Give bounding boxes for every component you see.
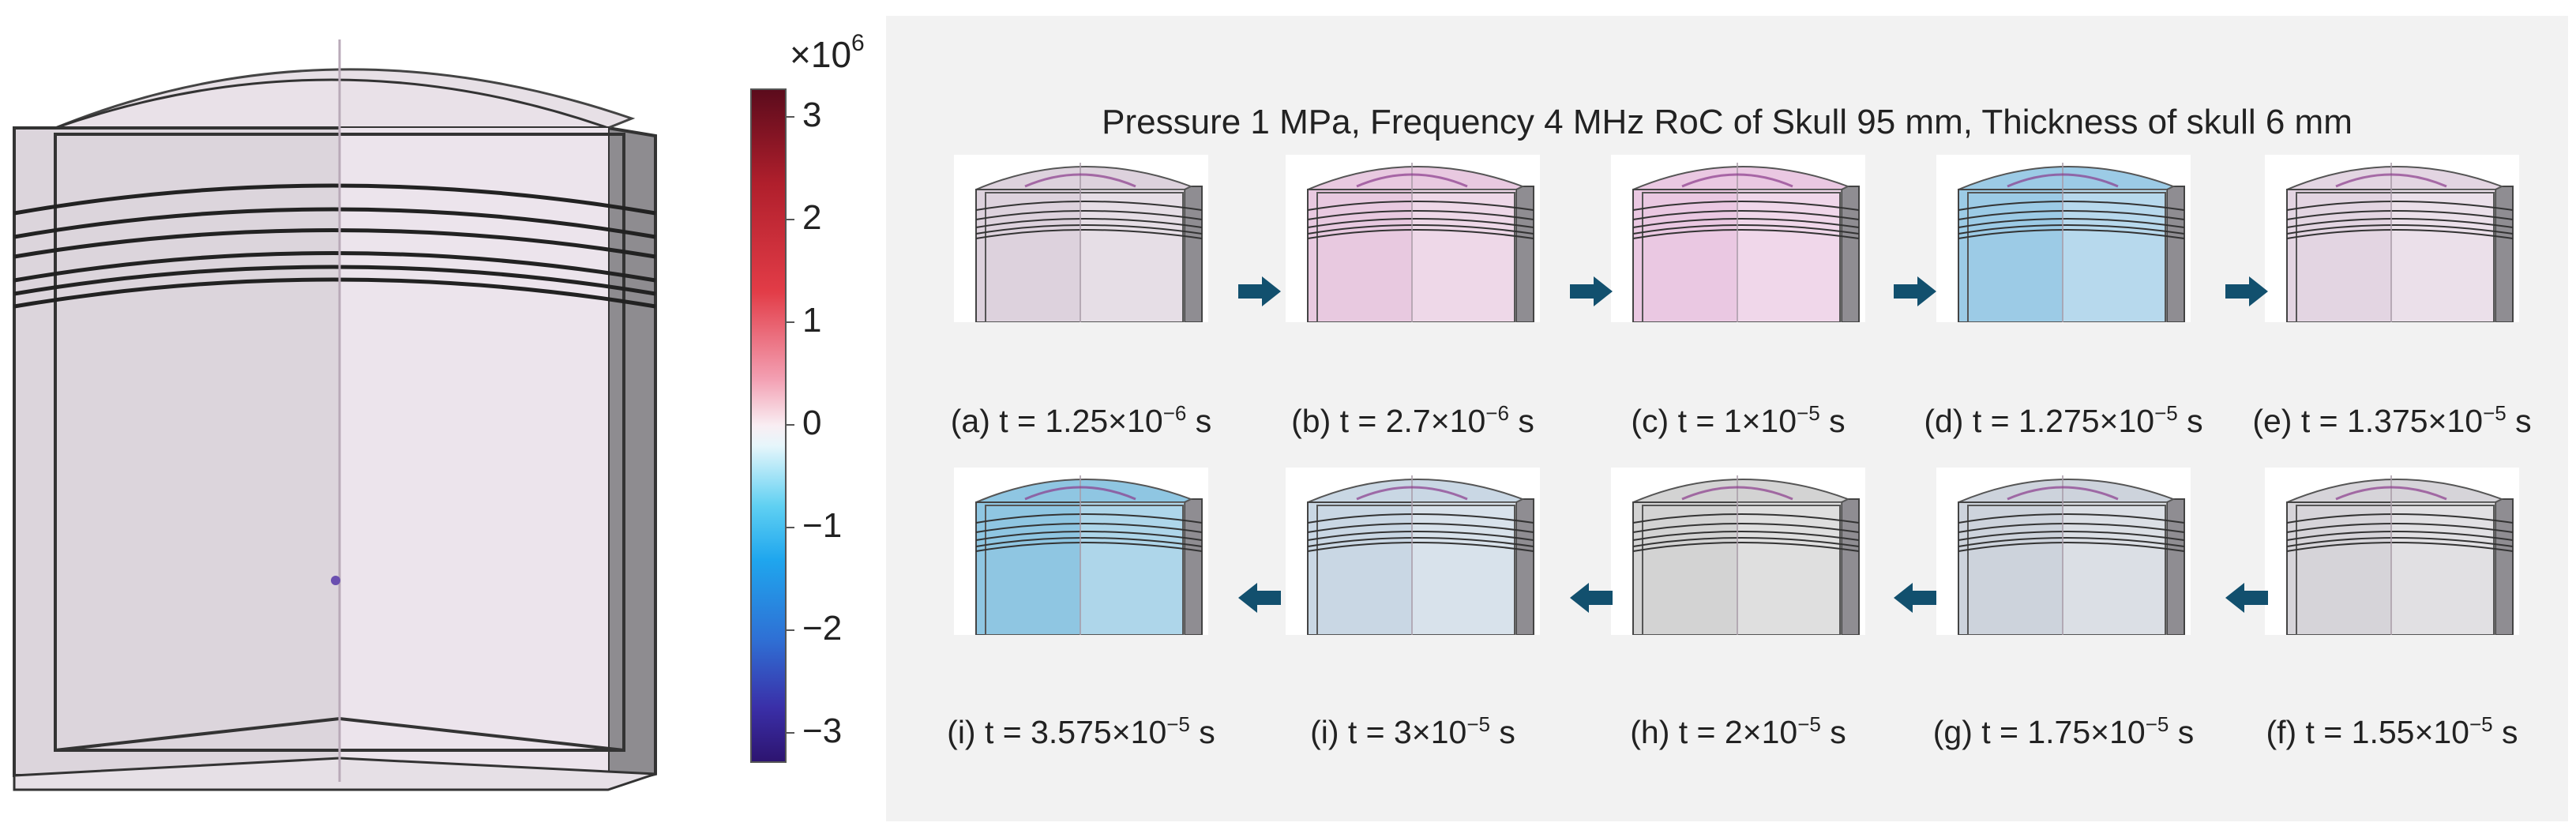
colorbar-tick-label: 1 — [802, 301, 822, 340]
frame-caption: (i) t = 3×10−5 s — [1310, 712, 1515, 750]
skull-model-3d — [0, 0, 679, 826]
colorbar-tick-label: −1 — [802, 506, 843, 545]
colorbar-tickmark — [787, 321, 794, 323]
simulation-frame — [1611, 155, 1865, 323]
simulation-frame — [1611, 468, 1865, 636]
frame-caption: (f) t = 1.55×10−5 s — [2266, 712, 2518, 750]
colorbar-tickmark — [787, 219, 794, 220]
panel-divider — [687, 0, 688, 826]
arrow-left-icon — [1238, 583, 1281, 613]
colorbar-tick-label: −2 — [802, 609, 843, 648]
arrow-left-icon — [1894, 583, 1936, 613]
simulation-frame — [1936, 468, 2191, 636]
frame-caption: (e) t = 1.375×10−5 s — [2252, 401, 2532, 439]
colorbar-tick-label: 2 — [802, 198, 822, 237]
arrow-right-icon — [2225, 276, 2268, 306]
colorbar-tickmark — [787, 732, 794, 734]
simulation-frame — [954, 155, 1208, 323]
simulation-frame — [1936, 155, 2191, 323]
frame-caption: (h) t = 2×10−5 s — [1630, 712, 1846, 750]
colorbar-tickmark — [787, 629, 794, 631]
simulation-frame — [1286, 155, 1540, 323]
arrow-left-icon — [2225, 583, 2268, 613]
colorbar-tick-label: 3 — [802, 96, 822, 134]
arrow-right-icon — [1894, 276, 1936, 306]
frame-caption: (g) t = 1.75×10−5 s — [1932, 712, 2195, 750]
simulation-frame — [2265, 155, 2519, 323]
arrow-right-icon — [1570, 276, 1613, 306]
colorbar-gradient — [750, 88, 787, 763]
colorbar-tick-label: 0 — [802, 404, 822, 442]
figure-title: Pressure 1 MPa, Frequency 4 MHz RoC of S… — [1102, 103, 2353, 141]
colorbar-exponent: ×106 — [790, 30, 865, 75]
frame-caption: (i) t = 3.575×10−5 s — [947, 712, 1215, 750]
frame-caption: (d) t = 1.275×10−5 s — [1924, 401, 2203, 439]
simulation-frame — [1286, 468, 1540, 636]
frame-caption: (b) t = 2.7×10−6 s — [1291, 401, 1534, 439]
frame-caption: (a) t = 1.25×10−6 s — [950, 401, 1212, 439]
colorbar-tickmark — [787, 527, 794, 528]
simulation-sequence-panel — [886, 16, 2568, 821]
frame-caption: (c) t = 1×10−5 s — [1631, 401, 1846, 439]
simulation-frame — [2265, 468, 2519, 636]
colorbar-tickmark — [787, 116, 794, 118]
colorbar-tickmark — [787, 424, 794, 426]
simulation-frame — [954, 468, 1208, 636]
arrow-left-icon — [1570, 583, 1613, 613]
colorbar-tick-label: −3 — [802, 712, 843, 750]
arrow-right-icon — [1238, 276, 1281, 306]
